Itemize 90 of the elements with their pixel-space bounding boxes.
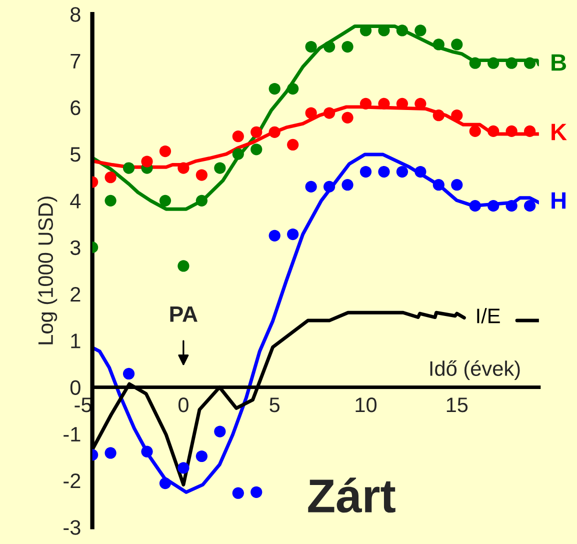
point [178,260,190,272]
point [524,57,536,69]
point [414,24,426,36]
y-tick-label: 7 [70,54,80,68]
series-label: K [552,124,567,140]
y-tick-label: 1 [71,334,80,348]
point [524,200,536,212]
point [432,179,444,191]
y-tick-label: 3 [70,240,80,256]
x-axis-title: Idő (évek) [430,360,520,380]
point [141,156,153,168]
x-tick-label: 5 [270,398,280,412]
point [250,486,262,498]
point [451,179,463,191]
point [287,82,299,95]
point [469,200,481,212]
point [396,166,408,178]
point [104,172,116,184]
point [159,145,172,158]
y-tick-label: 6 [70,100,80,116]
series-label: B [552,54,566,71]
point [506,125,518,138]
point [287,138,299,151]
y-tick-label: -3 [64,520,80,535]
point [104,194,116,206]
point [214,426,226,438]
point [104,447,116,459]
point [323,40,336,53]
point [232,148,244,160]
point [469,125,481,138]
point [432,38,444,50]
x-tick-label: 0 [178,398,188,412]
text: Zárt [308,478,396,513]
point [196,194,208,206]
series-label: H [552,192,566,209]
point [122,368,135,380]
point [268,82,280,95]
point [378,166,390,178]
point [396,24,408,36]
point [268,126,280,138]
line-series [92,24,539,211]
y-tick-label: 8 [70,7,80,22]
point [342,112,354,124]
point [178,162,190,174]
point [305,40,317,53]
point [250,126,262,138]
x-tick-label: 15 [446,398,468,412]
point [122,162,135,174]
y-tick-label: -2 [64,474,80,488]
annotation: PA [170,306,198,322]
point [323,107,336,119]
point [488,57,500,69]
point [196,450,208,462]
point [159,477,172,490]
point [178,462,190,474]
point [488,200,500,212]
point [506,200,518,212]
point [451,38,463,50]
y-axis-title: Log (1000 USD) [38,196,58,344]
point [214,162,226,174]
point [342,40,354,53]
y-tick-label: -1 [64,427,80,442]
point [488,125,500,138]
point [141,446,153,458]
x-tick-label: 10 [356,398,377,412]
point [268,230,280,242]
point [414,166,426,178]
point [360,166,372,178]
series-label: I/E [477,308,500,324]
point [432,110,444,122]
point [305,107,317,119]
point [232,130,244,142]
y-tick-label: 5 [70,147,80,162]
y-tick-label: 0 [70,380,80,395]
y-tick-label: 4 [70,194,81,208]
point [524,125,536,138]
point [506,57,518,69]
point [323,180,336,193]
point [469,57,481,69]
point [360,98,372,110]
point [451,110,463,122]
point [250,144,262,156]
point [342,179,354,191]
point [287,228,299,240]
point [159,194,172,206]
y-tick-label: 2 [70,286,80,302]
point [305,180,317,193]
point [232,487,244,499]
point [378,98,390,110]
point [196,169,208,181]
